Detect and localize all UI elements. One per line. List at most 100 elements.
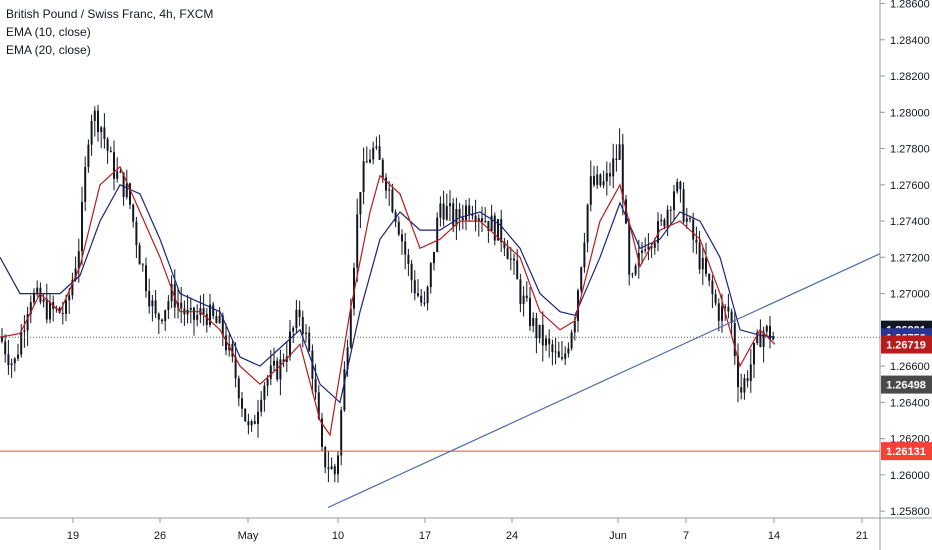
candle-body	[548, 338, 551, 345]
candle-body	[29, 302, 32, 315]
candle-body	[500, 219, 503, 243]
y-tick-label: 1.26600	[890, 361, 930, 373]
candle-body	[164, 310, 167, 322]
candle-body	[442, 203, 445, 220]
candle-body	[481, 218, 483, 222]
y-tick-label: 1.28200	[890, 71, 930, 83]
candle-body	[244, 408, 247, 422]
candle-body	[487, 220, 490, 231]
legend-ema10[interactable]: EMA (10, close)	[6, 25, 91, 39]
trendline[interactable]	[327, 253, 881, 509]
candle-body	[730, 311, 733, 324]
candle-body	[317, 392, 320, 419]
y-tick-label: 1.26000	[890, 470, 930, 482]
candle-body	[23, 330, 26, 332]
candle-body	[749, 364, 752, 381]
candle-body	[209, 304, 211, 326]
candle-body	[618, 144, 621, 160]
x-tick-label: 26	[154, 530, 166, 542]
candle-body	[772, 336, 775, 340]
candle-body	[602, 181, 605, 186]
candle-body	[676, 181, 679, 192]
candle-body	[237, 378, 240, 399]
candle-body	[308, 332, 311, 351]
candle-body	[599, 174, 602, 186]
candle-body	[295, 309, 298, 329]
candle-body	[573, 320, 576, 333]
candle-body	[90, 120, 93, 145]
candle-body	[42, 298, 45, 302]
candle-body	[100, 127, 103, 133]
y-tick-label: 1.28400	[890, 35, 930, 47]
candle-body	[103, 127, 106, 140]
candle-body	[436, 217, 439, 252]
candle-body	[365, 161, 368, 163]
candle-body	[621, 144, 624, 200]
candle-body	[506, 248, 509, 259]
y-tick-label: 1.28600	[890, 0, 930, 11]
candle-body	[401, 234, 403, 242]
x-tick-label: May	[238, 530, 259, 542]
candle-body	[269, 365, 272, 379]
candle-body	[106, 139, 109, 151]
candle-body	[154, 300, 157, 314]
price-badge-label: 1.26131	[886, 446, 926, 458]
candle-body	[151, 300, 154, 307]
candle-body	[705, 257, 707, 274]
candle-body	[282, 359, 285, 362]
candle-body	[247, 421, 250, 426]
candle-body	[314, 378, 317, 393]
candle-body	[516, 260, 519, 280]
y-tick-label: 1.27200	[890, 252, 930, 264]
candle-body	[301, 316, 304, 334]
candle-body	[673, 191, 675, 211]
candle-body	[724, 306, 727, 308]
candle-body	[289, 331, 291, 357]
candle-body	[657, 221, 659, 243]
candle-body	[493, 215, 496, 241]
candle-body	[682, 189, 685, 222]
candle-body	[663, 219, 666, 227]
candle-body	[445, 206, 448, 220]
candle-body	[452, 203, 455, 226]
candle-body	[461, 217, 464, 221]
candle-body	[20, 331, 23, 355]
price-badge-label: 1.26719	[886, 340, 926, 352]
candle-body	[647, 246, 650, 250]
y-tick-label: 1.27800	[890, 144, 930, 156]
ema10-line[interactable]	[0, 165, 776, 437]
candle-body	[669, 209, 672, 211]
candle-body	[148, 291, 151, 307]
candle-body	[161, 319, 163, 322]
legend-ema20[interactable]: EMA (20, close)	[6, 43, 91, 57]
candle-body	[279, 359, 282, 380]
candle-body	[426, 287, 429, 304]
plot-area[interactable]	[0, 0, 880, 518]
candle-body	[404, 241, 407, 255]
candle-body	[132, 204, 135, 222]
candle-body	[346, 347, 349, 370]
candle-body	[167, 301, 170, 311]
candle-body	[497, 219, 499, 241]
candle-body	[218, 315, 221, 324]
candle-body	[525, 295, 528, 299]
legend-symbol[interactable]: British Pound / Swiss Franc, 4h, FXCM	[6, 7, 214, 21]
candle-body	[129, 183, 131, 205]
candle-body	[109, 150, 112, 153]
candle-body	[641, 250, 643, 253]
candle-body	[273, 360, 275, 366]
candle-body	[698, 242, 701, 270]
candle-body	[180, 302, 183, 309]
candle-body	[45, 298, 48, 320]
candle-body	[74, 268, 77, 280]
candle-body	[116, 171, 119, 179]
x-tick-label: 19	[67, 530, 79, 542]
candle-body	[612, 158, 615, 177]
candle-body	[577, 290, 579, 321]
candle-body	[490, 215, 493, 231]
candle-body	[692, 219, 695, 240]
candle-body	[721, 306, 723, 321]
x-tick-label: Jun	[609, 530, 627, 542]
price-badge-label: 1.26498	[886, 380, 926, 392]
